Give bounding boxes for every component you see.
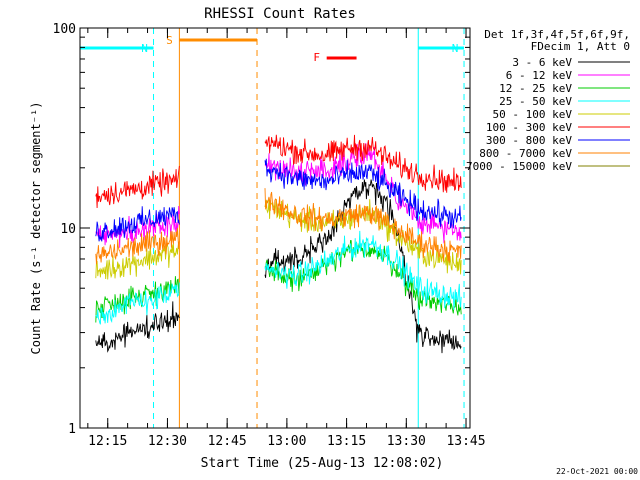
x-tick-label: 12:45 (208, 434, 247, 449)
x-tick-label: 13:15 (327, 434, 366, 449)
annotation-saa-2: S (166, 28, 258, 428)
series-line-6 (95, 158, 462, 242)
legend-label: 12 - 25 keV (499, 82, 572, 95)
saa-label: S (166, 34, 173, 47)
legend-header-line-2: FDecim 1, Att 0 (531, 40, 630, 53)
series-line-7 (95, 188, 462, 265)
chart-title: RHESSI Count Rates (204, 6, 356, 22)
y-tick-label: 1 (68, 422, 76, 437)
y-tick-label: 10 (60, 222, 76, 237)
x-axis-label: Start Time (25-Aug-13 12:08:02) (201, 456, 444, 471)
night-label: N (141, 42, 148, 55)
footer-date: 22-Oct-2021 00:00 (556, 467, 638, 476)
y-axis-label: Count Rate (s⁻¹ detector segment⁻¹) (29, 102, 43, 355)
series-line-0 (95, 179, 462, 354)
x-tick-label: 13:30 (387, 434, 426, 449)
x-tick-label: 13:00 (267, 434, 306, 449)
legend-label: 25 - 50 keV (499, 95, 572, 108)
x-tick-label: 12:15 (88, 434, 127, 449)
legend-label: 100 - 300 keV (486, 121, 572, 134)
series-line-5 (95, 134, 462, 209)
legend-label: 50 - 100 keV (493, 108, 573, 121)
legend-label: 3 - 6 keV (512, 56, 572, 69)
legend-label: 800 - 7000 keV (479, 147, 572, 160)
legend-label: 7000 - 15000 keV (466, 160, 572, 173)
x-tick-label: 13:45 (446, 434, 485, 449)
y-tick-label: 100 (53, 22, 76, 37)
legend-label: 300 - 800 keV (486, 134, 572, 147)
plot-marks: N N S F (79, 28, 465, 428)
axes: 12:15 12:30 12:45 13:00 13:15 13:30 13:45 1 10 10… (53, 22, 486, 449)
legend-header-line-1: Det 1f,3f,4f,5f,6f,9f, (484, 28, 630, 41)
annotation-flare-3: F (313, 51, 357, 64)
night-label: N (452, 42, 459, 55)
flare-label: F (313, 51, 320, 64)
x-tick-label: 12:30 (148, 434, 187, 449)
legend-label: 6 - 12 keV (506, 69, 573, 82)
series-line-3 (95, 230, 462, 325)
